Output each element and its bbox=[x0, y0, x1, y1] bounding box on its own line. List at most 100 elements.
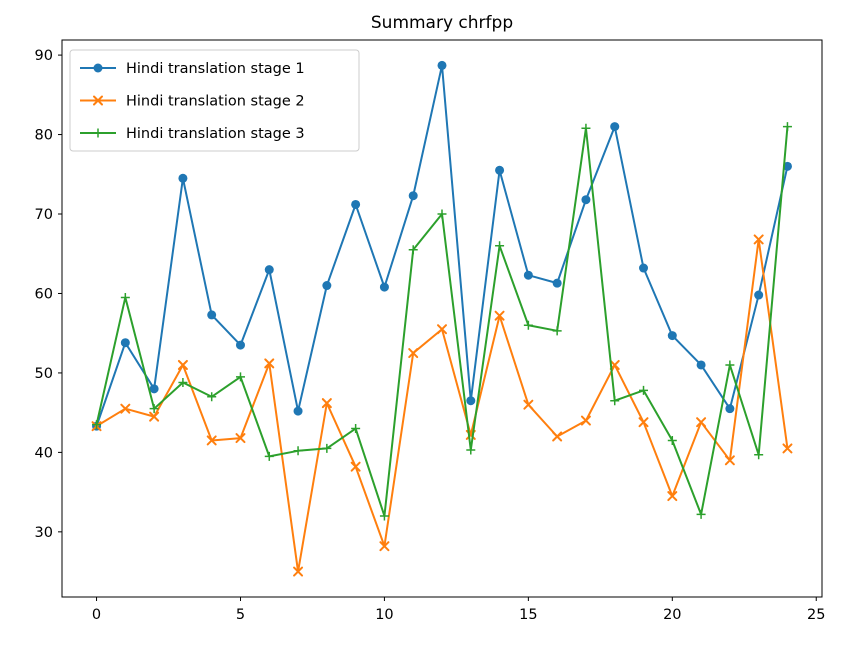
plus-marker bbox=[92, 420, 102, 430]
x-marker bbox=[753, 234, 764, 245]
plus-marker bbox=[93, 128, 103, 138]
circle-marker bbox=[667, 331, 677, 341]
plus-marker bbox=[322, 443, 332, 453]
x-tick-label: 5 bbox=[236, 607, 245, 623]
circle-marker bbox=[322, 281, 332, 291]
plus-marker bbox=[782, 122, 792, 132]
x-tick-label: 15 bbox=[519, 607, 537, 623]
plus-marker bbox=[178, 377, 188, 387]
x-marker bbox=[638, 417, 649, 428]
x-marker bbox=[667, 491, 678, 502]
circle-marker bbox=[264, 265, 274, 275]
x-tick-label: 0 bbox=[92, 607, 101, 623]
circle-marker bbox=[466, 396, 476, 406]
plus-marker bbox=[696, 509, 706, 519]
y-tick-label: 80 bbox=[35, 128, 53, 144]
y-tick-label: 90 bbox=[35, 48, 53, 64]
y-tick-label: 60 bbox=[35, 286, 53, 302]
legend-box bbox=[69, 49, 360, 152]
legend-entry: Hindi translation stage 1 bbox=[80, 61, 305, 77]
x-marker bbox=[494, 310, 505, 321]
x-marker bbox=[379, 541, 390, 552]
series-2 bbox=[91, 234, 793, 577]
circle-marker bbox=[581, 195, 591, 205]
plus-marker bbox=[495, 241, 505, 251]
x-marker bbox=[293, 566, 304, 577]
plus-marker bbox=[264, 451, 274, 461]
y-tick-label: 70 bbox=[35, 207, 53, 223]
legend-label: Hindi translation stage 3 bbox=[126, 126, 305, 142]
plus-marker bbox=[149, 404, 159, 414]
plus-marker bbox=[120, 292, 130, 302]
circle-marker bbox=[207, 310, 217, 320]
plus-marker bbox=[408, 245, 418, 255]
circle-marker bbox=[523, 270, 533, 280]
circle-marker bbox=[351, 199, 361, 209]
legend: Hindi translation stage 1 Hindi translati… bbox=[69, 49, 360, 152]
x-marker bbox=[93, 95, 103, 106]
series-1 bbox=[92, 60, 792, 431]
circle-marker bbox=[696, 360, 706, 370]
plus-marker bbox=[754, 450, 764, 460]
circle-marker bbox=[725, 404, 735, 414]
plus-marker bbox=[610, 396, 620, 406]
circle-marker bbox=[149, 384, 159, 394]
chart-title: Summary chrfpp bbox=[371, 13, 513, 33]
plus-marker bbox=[351, 424, 361, 434]
circle-marker bbox=[93, 63, 103, 73]
circle-marker bbox=[379, 282, 389, 292]
series-line bbox=[96, 238, 789, 573]
x-marker bbox=[177, 359, 188, 370]
x-marker bbox=[552, 431, 563, 442]
x-marker bbox=[408, 348, 419, 359]
circle-marker bbox=[120, 338, 130, 348]
x-marker bbox=[782, 443, 793, 454]
series-line bbox=[95, 126, 789, 517]
series-3 bbox=[92, 122, 792, 521]
plus-marker bbox=[235, 372, 245, 382]
y-tick-label: 30 bbox=[35, 525, 53, 541]
circle-marker bbox=[639, 263, 649, 273]
x-marker bbox=[120, 403, 131, 414]
plot-layers: 0 5 10 15 20 25 30 40 50 60 70 80 90 Hindi translatio… bbox=[35, 39, 825, 623]
plus-marker bbox=[379, 511, 389, 521]
circle-marker bbox=[782, 161, 792, 171]
x-marker bbox=[350, 461, 361, 472]
circle-marker bbox=[178, 173, 188, 183]
plus-marker bbox=[725, 360, 735, 370]
circle-marker bbox=[495, 165, 505, 175]
x-marker bbox=[696, 417, 707, 428]
circle-marker bbox=[437, 60, 447, 70]
circle-marker bbox=[610, 122, 620, 132]
plus-marker bbox=[207, 392, 217, 402]
plus-marker bbox=[667, 435, 677, 445]
legend-label: Hindi translation stage 1 bbox=[126, 61, 305, 77]
plus-marker bbox=[437, 209, 447, 219]
y-tick-label: 40 bbox=[35, 445, 53, 461]
y-tick-label: 50 bbox=[35, 366, 53, 382]
circle-marker bbox=[408, 191, 418, 201]
circle-marker bbox=[235, 340, 245, 350]
plot-frame bbox=[61, 39, 823, 598]
x-marker bbox=[264, 358, 275, 369]
plus-marker bbox=[293, 446, 303, 456]
plus-marker bbox=[581, 123, 591, 133]
x-tick-label: 25 bbox=[807, 607, 825, 623]
circle-marker bbox=[552, 278, 562, 288]
legend-label: Hindi translation stage 2 bbox=[126, 94, 305, 110]
x-tick-label: 20 bbox=[663, 607, 681, 623]
x-marker bbox=[235, 433, 246, 444]
x-marker bbox=[724, 455, 735, 466]
legend-entry: Hindi translation stage 3 bbox=[80, 126, 305, 142]
plus-marker bbox=[523, 320, 533, 330]
plus-marker bbox=[466, 445, 476, 455]
x-marker bbox=[437, 324, 447, 335]
x-marker bbox=[321, 398, 332, 409]
plus-marker bbox=[552, 326, 562, 336]
x-marker bbox=[206, 435, 217, 446]
circle-marker bbox=[293, 406, 303, 416]
legend-entry: Hindi translation stage 2 bbox=[80, 94, 305, 110]
plus-marker bbox=[639, 385, 649, 395]
